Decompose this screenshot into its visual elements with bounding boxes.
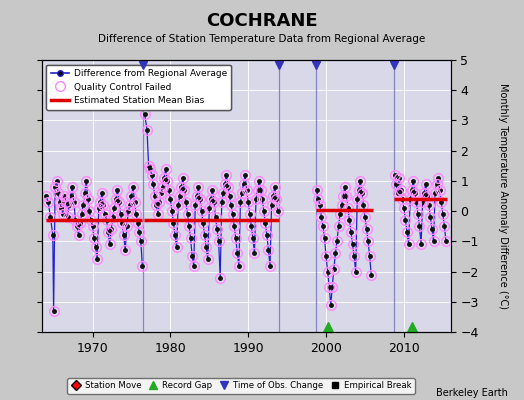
Legend: Station Move, Record Gap, Time of Obs. Change, Empirical Break: Station Move, Record Gap, Time of Obs. C… [68,378,414,394]
Y-axis label: Monthly Temperature Anomaly Difference (°C): Monthly Temperature Anomaly Difference (… [498,83,508,309]
Text: Berkeley Earth: Berkeley Earth [436,388,508,398]
Text: COCHRANE: COCHRANE [206,12,318,30]
Legend: Difference from Regional Average, Quality Control Failed, Estimated Station Mean: Difference from Regional Average, Qualit… [47,64,231,110]
Text: Difference of Station Temperature Data from Regional Average: Difference of Station Temperature Data f… [99,34,425,44]
